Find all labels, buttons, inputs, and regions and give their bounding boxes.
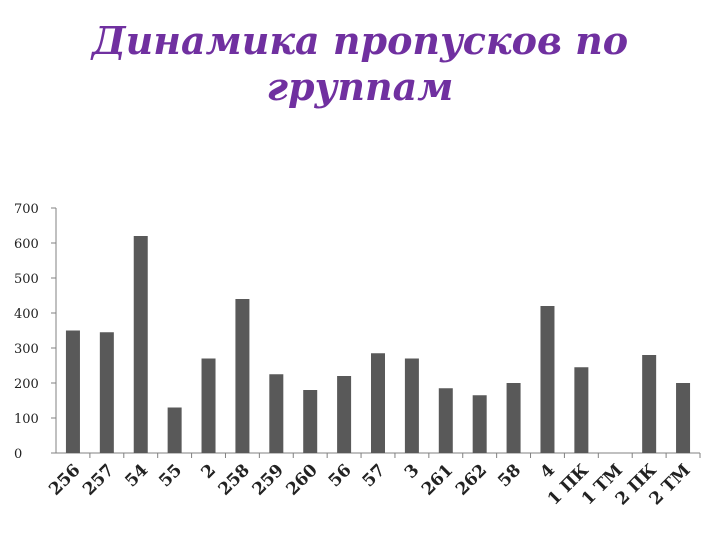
y-tick-label: 500 — [14, 272, 39, 287]
y-tick-label: 100 — [14, 412, 39, 427]
bar — [472, 395, 487, 453]
bar — [676, 383, 691, 453]
bar — [337, 376, 352, 453]
y-axis-ticks: 0 100 200 300 400 500 600 700 — [14, 202, 56, 462]
bar — [540, 306, 555, 453]
y-tick-label: 300 — [14, 342, 39, 357]
bar — [371, 353, 385, 453]
bar — [642, 355, 657, 453]
y-tick-label: 700 — [14, 202, 39, 217]
x-category-label: 3 — [401, 460, 424, 483]
bar — [506, 383, 521, 453]
x-category-label: 54 — [121, 460, 152, 491]
bar — [65, 330, 80, 453]
x-category-label: 58 — [494, 460, 525, 491]
x-category-label: 258 — [215, 460, 254, 499]
bar — [133, 236, 148, 453]
x-category-label: 261 — [418, 460, 457, 499]
bar — [269, 374, 284, 453]
x-category-label: 262 — [452, 460, 491, 499]
bar — [235, 299, 250, 453]
bar — [167, 407, 182, 453]
x-category-label: 57 — [359, 460, 390, 491]
bar — [303, 390, 318, 453]
bar — [438, 388, 453, 453]
y-tick-label: 200 — [14, 377, 39, 392]
x-category-label: 4 — [536, 460, 559, 483]
x-category-label: 256 — [45, 460, 84, 499]
x-category-label: 56 — [325, 460, 356, 491]
slide-title: Динамика пропусков по группам — [91, 18, 629, 109]
bar — [404, 358, 419, 453]
bar — [574, 367, 589, 453]
y-tick-label: 0 — [14, 447, 22, 462]
x-category-label: 259 — [249, 460, 288, 499]
y-tick-label: 400 — [14, 307, 39, 322]
x-category-label: 55 — [155, 460, 186, 491]
y-tick-label: 600 — [14, 237, 39, 252]
x-category-label: 2 — [198, 460, 221, 483]
bar — [201, 358, 216, 453]
x-category-label: 257 — [79, 460, 118, 499]
chart-bars — [65, 236, 691, 453]
x-category-label: 260 — [283, 460, 322, 499]
bar — [99, 332, 114, 453]
